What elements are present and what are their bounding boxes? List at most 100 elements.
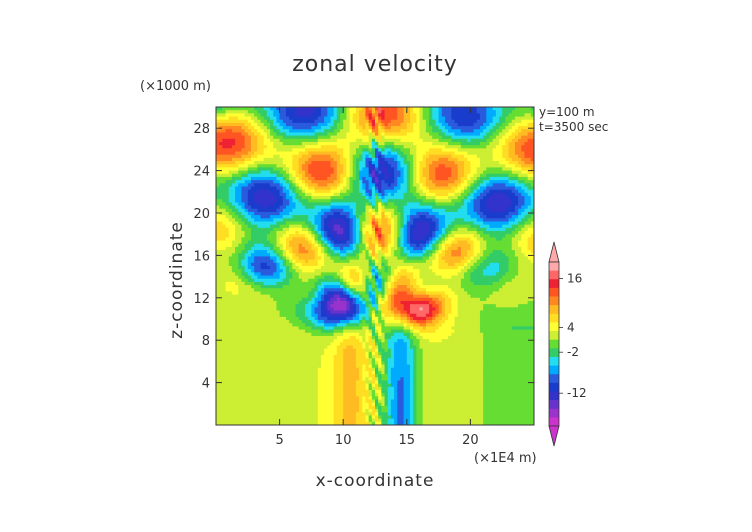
heatmap-cell: [422, 138, 427, 143]
heatmap-cell: [282, 148, 287, 153]
heatmap-cell: [406, 173, 411, 178]
heatmap-cell: [346, 205, 351, 210]
heatmap-cell: [295, 164, 300, 169]
heatmap-cell: [368, 122, 373, 127]
heatmap-cell: [305, 196, 309, 200]
heatmap-cell: [457, 148, 462, 153]
heatmap-cell: [279, 145, 284, 149]
heatmap-cell: [409, 196, 414, 200]
heatmap-cell: [292, 145, 297, 149]
heatmap-cell: [266, 126, 271, 130]
heatmap-cell: [394, 141, 398, 146]
heatmap-cell: [285, 122, 290, 127]
heatmap-cell: [228, 167, 233, 172]
heatmap-cell: [479, 151, 484, 156]
heatmap-cell: [505, 113, 510, 118]
heatmap-cell: [457, 170, 462, 175]
heatmap-cell: [301, 199, 306, 203]
heatmap-cell: [244, 196, 249, 200]
heatmap-cell: [444, 205, 449, 210]
heatmap-cell: [444, 138, 449, 143]
heatmap-cell: [317, 151, 322, 156]
heatmap-cell: [390, 170, 395, 175]
heatmap-cell: [429, 151, 433, 156]
heatmap-cell: [390, 126, 395, 130]
heatmap-cell: [216, 151, 220, 156]
heatmap-cell: [397, 110, 402, 114]
heatmap-cell: [464, 180, 468, 184]
heatmap-cell: [219, 164, 223, 169]
heatmap-cell: [409, 132, 414, 137]
heatmap-cell: [495, 202, 500, 207]
heatmap-cell: [505, 205, 510, 210]
heatmap-cell: [403, 164, 408, 169]
heatmap-cell: [397, 151, 402, 156]
heatmap-cell: [340, 129, 344, 134]
heatmap-cell: [250, 202, 255, 207]
heatmap-cell: [429, 119, 433, 124]
heatmap-cell: [527, 151, 532, 156]
heatmap-cell: [247, 157, 252, 162]
heatmap-cell: [320, 145, 325, 149]
heatmap-cell: [454, 180, 459, 184]
heatmap-cell: [473, 151, 478, 156]
heatmap-cell: [295, 167, 300, 172]
heatmap-cell: [308, 186, 312, 191]
heatmap-cell: [359, 145, 363, 149]
heatmap-cell: [409, 173, 414, 178]
heatmap-cell: [295, 161, 300, 165]
heatmap-cell: [441, 161, 446, 165]
heatmap-cell: [241, 129, 246, 134]
heatmap-cell: [235, 189, 239, 194]
heatmap-cell: [527, 205, 532, 210]
heatmap-cell: [511, 154, 516, 159]
heatmap-cell: [289, 132, 293, 137]
heatmap-cell: [371, 173, 376, 178]
heatmap-cell: [460, 205, 465, 210]
heatmap-cell: [425, 202, 430, 207]
heatmap-cell: [222, 141, 227, 146]
heatmap-cell: [260, 107, 265, 111]
heatmap-cell: [292, 154, 297, 159]
heatmap-cell: [295, 154, 300, 159]
heatmap-cell: [451, 170, 456, 175]
heatmap-cell: [502, 126, 506, 130]
heatmap-cell: [371, 154, 376, 159]
heatmap-cell: [238, 180, 243, 184]
heatmap-cell: [279, 173, 284, 178]
heatmap-cell: [375, 170, 379, 175]
heatmap-cell: [352, 202, 357, 207]
heatmap-cell: [518, 170, 522, 175]
heatmap-cell: [416, 119, 421, 124]
heatmap-cell: [257, 180, 262, 184]
heatmap-cell: [359, 183, 363, 188]
heatmap-cell: [476, 110, 481, 114]
heatmap-cell: [266, 145, 271, 149]
heatmap-cell: [219, 141, 223, 146]
heatmap-cell: [397, 173, 402, 178]
heatmap-cell: [432, 148, 437, 153]
heatmap-cell: [406, 180, 411, 184]
heatmap-cell: [524, 173, 529, 178]
heatmap-cell: [330, 135, 335, 140]
heatmap-cell: [489, 122, 494, 127]
heatmap-cell: [282, 113, 287, 118]
heatmap-cell: [435, 205, 440, 210]
heatmap-cell: [375, 180, 379, 184]
heatmap-cell: [416, 135, 421, 140]
heatmap-cell: [285, 208, 290, 213]
heatmap-cell: [422, 192, 427, 197]
heatmap-cell: [349, 192, 354, 197]
heatmap-cell: [378, 113, 382, 118]
heatmap-cell: [384, 116, 389, 121]
heatmap-cell: [518, 116, 522, 121]
heatmap-cell: [254, 119, 258, 124]
heatmap-cell: [270, 119, 274, 124]
heatmap-cell: [222, 208, 227, 213]
heatmap-cell: [390, 157, 395, 162]
heatmap-cell: [473, 122, 478, 127]
heatmap-cell: [270, 167, 274, 172]
heatmap-cell: [279, 113, 284, 118]
heatmap-cell: [441, 154, 446, 159]
heatmap-cell: [250, 176, 255, 181]
